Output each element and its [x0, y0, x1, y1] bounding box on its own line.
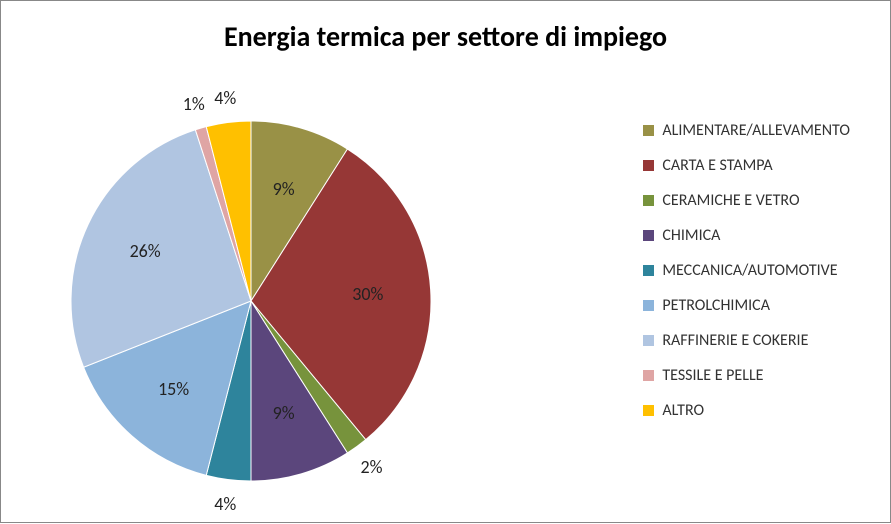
legend-label: CARTA E STAMPA [662, 156, 772, 175]
legend-label: RAFFINERIE E COKERIE [662, 331, 808, 350]
legend-item: RAFFINERIE E COKERIE [643, 331, 850, 350]
legend-item: CHIMICA [643, 226, 850, 245]
pie-data-label: 4% [214, 87, 236, 109]
pie-data-label: 26% [130, 240, 161, 262]
legend-label: ALIMENTARE/ALLEVAMENTO [662, 121, 850, 140]
legend-swatch [643, 370, 654, 381]
pie-data-label: 9% [273, 402, 295, 424]
pie-data-label: 30% [352, 283, 383, 305]
legend-swatch [643, 125, 654, 136]
legend-label: TESSILE E PELLE [662, 366, 763, 385]
legend-item: CERAMICHE E VETRO [643, 191, 850, 210]
legend-label: MECCANICA/AUTOMOTIVE [662, 261, 837, 280]
chart-container: Energia termica per settore di impiego A… [0, 0, 891, 523]
legend-swatch [643, 300, 654, 311]
legend-item: PETROLCHIMICA [643, 296, 850, 315]
legend-swatch [643, 195, 654, 206]
legend-item: ALIMENTARE/ALLEVAMENTO [643, 121, 850, 140]
pie-data-label: 4% [214, 493, 236, 515]
legend-label: PETROLCHIMICA [662, 296, 770, 315]
legend-item: MECCANICA/AUTOMOTIVE [643, 261, 850, 280]
legend-swatch [643, 405, 654, 416]
legend-item: ALTRO [643, 401, 850, 420]
legend-swatch [643, 160, 654, 171]
legend-label: ALTRO [662, 401, 704, 420]
pie-data-label: 9% [273, 178, 295, 200]
legend-swatch [643, 335, 654, 346]
pie-data-label: 2% [360, 456, 382, 478]
legend-swatch [643, 230, 654, 241]
legend: ALIMENTARE/ALLEVAMENTO CARTA E STAMPA CERA… [643, 121, 850, 436]
pie-data-label: 1% [183, 93, 205, 115]
legend-item: TESSILE E PELLE [643, 366, 850, 385]
legend-item: CARTA E STAMPA [643, 156, 850, 175]
pie-data-label: 15% [158, 378, 189, 400]
legend-swatch [643, 265, 654, 276]
legend-label: CHIMICA [662, 226, 720, 245]
legend-label: CERAMICHE E VETRO [662, 191, 799, 210]
